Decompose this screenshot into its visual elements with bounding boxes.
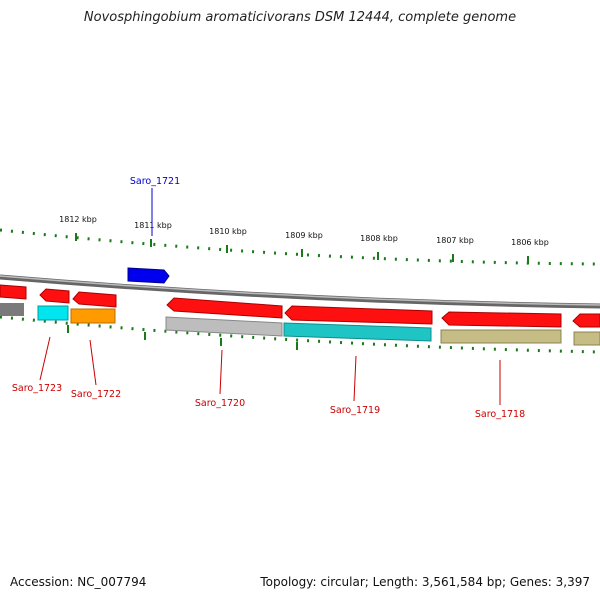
feature-bar-grey [165, 316, 283, 337]
feature-bar-cyan [37, 305, 69, 321]
ruler-label: 1806 kbp [511, 238, 549, 247]
ruler-ticks [75, 233, 529, 264]
callout-saro-1723 [39, 336, 51, 381]
accession-label: Accession: NC_007794 [10, 575, 147, 589]
feature-bar-olive-right [573, 331, 600, 346]
gene-label-saro-1719: Saro_1719 [330, 405, 380, 416]
map-title: Novosphingobium aromaticivorans DSM 1244… [83, 10, 517, 25]
genome-backbone [0, 274, 600, 309]
gene-saro-1719-arrow[interactable] [284, 305, 433, 325]
genome-backbone-highlight [0, 275, 600, 306]
gene-right-edge-arrow[interactable] [572, 313, 600, 328]
feature-bar-teal [283, 322, 432, 342]
callout-saro-1722 [89, 339, 97, 386]
gene-saro-1718-arrow[interactable] [441, 311, 562, 328]
ruler-label: 1812 kbp [59, 215, 97, 224]
feature-bar-orange [70, 308, 116, 324]
gene-label-saro-1721: Saro_1721 [130, 176, 180, 187]
callout-saro-1720 [219, 349, 223, 395]
ruler-label: 1808 kbp [360, 234, 398, 243]
lower-ruler-arc [0, 315, 600, 354]
gene-label-saro-1722: Saro_1722 [71, 389, 121, 400]
ruler-label: 1810 kbp [209, 227, 247, 236]
gene-saro-1721-arrow[interactable] [127, 267, 170, 284]
ruler-label: 1809 kbp [285, 231, 323, 240]
feature-bar-olive [440, 329, 562, 344]
genome-summary: Topology: circular; Length: 3,561,584 bp… [260, 575, 590, 589]
feature-bar-grey-left [0, 303, 24, 316]
gene-label-saro-1723: Saro_1723 [12, 383, 62, 394]
gene-saro-1720-arrow[interactable] [166, 297, 283, 319]
ruler-label: 1807 kbp [436, 236, 474, 245]
callout-saro-1719 [353, 355, 357, 402]
ruler-arc [0, 228, 600, 266]
gene-label-saro-1718: Saro_1718 [475, 409, 525, 420]
ruler-label: 1811 kbp [134, 221, 172, 230]
gene-saro-1723-arrow[interactable] [39, 288, 70, 304]
gene-saro-1722-arrow[interactable] [72, 291, 117, 308]
gene-label-saro-1720: Saro_1720 [195, 398, 245, 409]
gene-left-edge-arrow[interactable] [0, 284, 27, 300]
